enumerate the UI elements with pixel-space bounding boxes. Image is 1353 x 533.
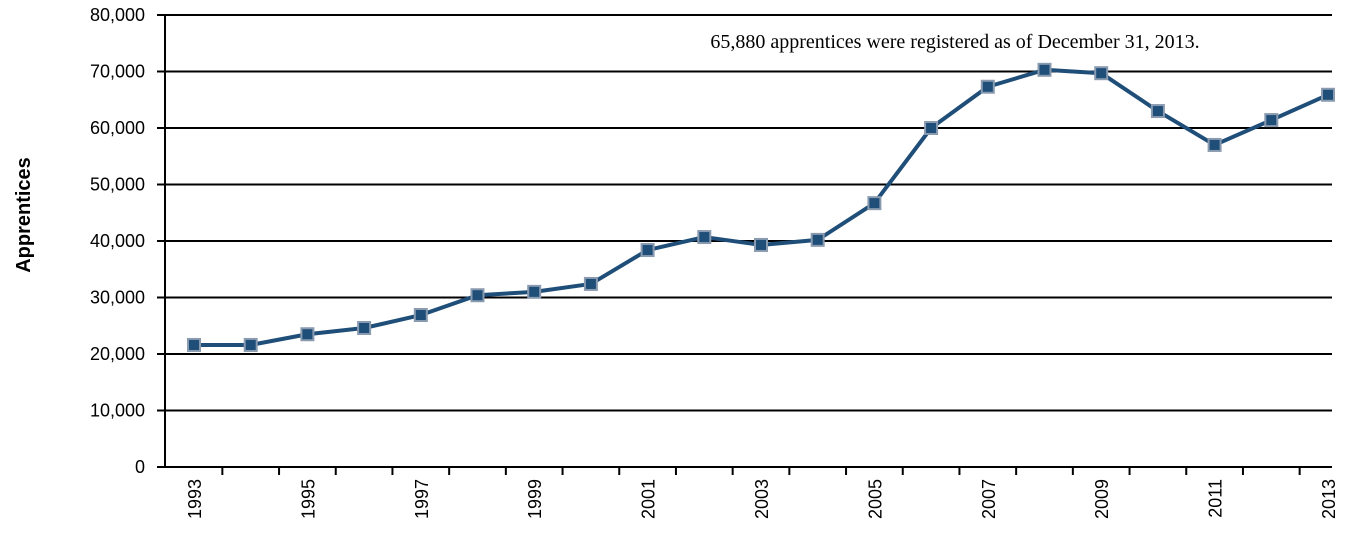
marker (300, 327, 315, 342)
marker (1150, 104, 1165, 119)
y-tick-label: 20,000 (90, 344, 145, 364)
marker (1094, 66, 1109, 81)
marker (640, 243, 655, 258)
y-tick-label: 50,000 (90, 175, 145, 195)
x-tick-label: 2013 (1319, 479, 1339, 519)
marker (243, 337, 258, 352)
y-tick-label: 60,000 (90, 118, 145, 138)
marker (357, 321, 372, 336)
marker (1264, 113, 1279, 128)
x-tick-label: 1995 (298, 479, 318, 519)
marker (1207, 137, 1222, 152)
y-tick-label: 10,000 (90, 401, 145, 421)
marker (867, 196, 882, 211)
x-tick-label: 2011 (1206, 479, 1226, 518)
y-tick-label: 40,000 (90, 231, 145, 251)
marker (1037, 62, 1052, 77)
x-tick-label: 2009 (1092, 479, 1112, 519)
x-tick-label: 1999 (525, 479, 545, 519)
x-tick-label: 2001 (639, 479, 659, 519)
y-tick-label: 30,000 (90, 288, 145, 308)
marker (470, 288, 485, 303)
marker (583, 276, 598, 291)
marker (527, 284, 542, 299)
marker (697, 230, 712, 245)
marker (187, 337, 201, 352)
x-tick-label: 2003 (752, 479, 772, 519)
x-tick-label: 2005 (865, 479, 885, 519)
y-tick-label: 0 (135, 457, 145, 477)
y-tick-label: 70,000 (90, 62, 145, 82)
x-tick-label: 2007 (979, 479, 999, 519)
x-tick-label: 1997 (412, 479, 432, 519)
annotation: 65,880 apprentices were registered as of… (710, 31, 1199, 53)
marker (980, 79, 995, 94)
marker (1321, 87, 1335, 102)
y-axis-label: Apprentices (13, 157, 35, 273)
marker (413, 308, 428, 323)
marker (754, 237, 768, 252)
x-tick-label: 1993 (185, 479, 205, 519)
marker (810, 232, 825, 247)
marker (924, 121, 939, 135)
y-tick-label: 80,000 (90, 5, 145, 25)
